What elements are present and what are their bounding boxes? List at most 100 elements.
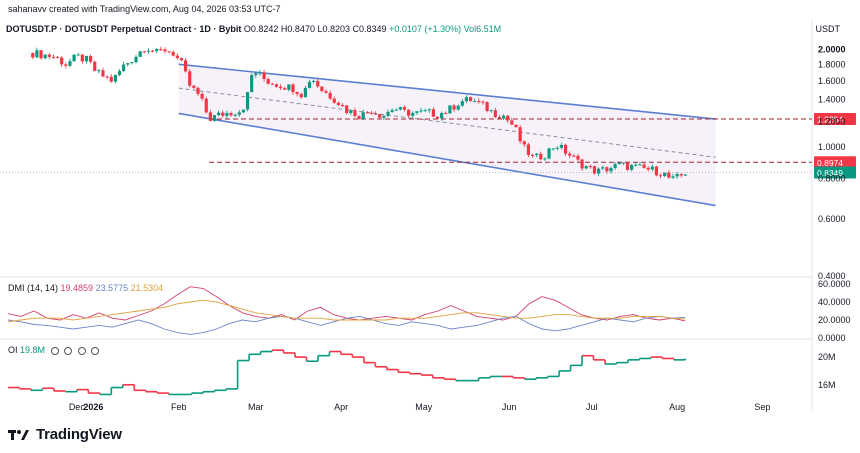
candle-body [225, 113, 229, 116]
oi-tick-label: 20M [818, 352, 836, 362]
candle-body [638, 164, 642, 166]
close-value: C0.8349 [352, 24, 387, 34]
candle-body [76, 54, 80, 56]
candle-body [60, 57, 64, 65]
candle-body [332, 98, 336, 103]
candle-body [563, 144, 568, 154]
candle-body [39, 50, 43, 59]
dmi-title[interactable]: DMI (14, 14) [8, 283, 59, 293]
oi-tick-label: 16M [818, 380, 836, 390]
oi-title[interactable]: OI [8, 345, 18, 355]
candle-body [481, 101, 485, 103]
candle-body [568, 153, 572, 156]
candle-body [278, 86, 283, 89]
candle-body [204, 98, 208, 113]
candle-body [117, 71, 122, 75]
candle-body [345, 105, 349, 114]
volume-value: Vol6.51M [463, 24, 502, 34]
price-tick-label: 2.0000 [818, 45, 846, 55]
candle-body [188, 71, 192, 86]
candle-body [654, 166, 659, 176]
axes: 2.0000 1.8000 1.6000 1.4000 1.2000 1.0000 0.80… [69, 45, 851, 412]
candle-body [547, 148, 551, 159]
indicator-settings-icon[interactable] [64, 346, 73, 355]
candle-body [130, 62, 134, 64]
candle-body [485, 102, 489, 112]
time-tick-label: Apr [334, 402, 348, 412]
candle-body [97, 70, 101, 72]
candle-body [126, 63, 130, 65]
indicator-visibility-icon[interactable] [50, 346, 59, 355]
candle-body [617, 162, 621, 164]
indicator-more-icon[interactable] [91, 346, 100, 355]
candle-body [150, 50, 155, 52]
candle-body [382, 115, 386, 118]
candle-body [208, 112, 212, 121]
price-tick-label: 0.6000 [818, 214, 846, 224]
high-value: H0.8470 [280, 24, 315, 34]
candle-body [394, 109, 398, 111]
candle-body [473, 101, 477, 103]
symbol-title[interactable]: DOTUSDT.P · DOTUSDT Perpetual Contract ·… [6, 24, 242, 34]
candle-body [353, 110, 357, 117]
candle-body [468, 97, 473, 102]
candle-body [584, 166, 588, 169]
candle-body [415, 111, 419, 113]
candle-body [539, 153, 543, 160]
candle-body [31, 53, 35, 58]
currency-label: USDT [815, 24, 841, 34]
dmi-adx-value: 21.5304 [130, 283, 164, 293]
price-label: 0.8974 [817, 158, 843, 168]
indicator-remove-icon[interactable] [77, 346, 86, 355]
tradingview-logo-icon [8, 429, 29, 440]
candle-body [378, 114, 382, 118]
candle-body [514, 124, 518, 128]
candle-body [440, 112, 444, 119]
candle-body [679, 174, 683, 176]
candle-body [551, 148, 555, 150]
candle-body [101, 70, 105, 77]
candle-body [217, 112, 221, 116]
candle-body [456, 105, 460, 110]
candle-body [89, 55, 93, 62]
candle-body [646, 167, 650, 170]
footer-brand: TradingView [8, 426, 122, 443]
brand-name[interactable]: TradingView [36, 426, 122, 443]
candle-body [200, 93, 204, 99]
candle-body [84, 55, 89, 62]
candle-body [576, 155, 580, 160]
candle-body [336, 102, 341, 105]
candle-body [671, 176, 675, 178]
candle-body [159, 49, 163, 51]
price-label: 0.8349 [817, 168, 843, 178]
candle-body [555, 147, 559, 149]
candle-body [320, 86, 324, 92]
candle-body [192, 85, 196, 88]
oi-legend: OI 19.8M [8, 345, 100, 355]
candle-body [419, 110, 423, 112]
candle-body [621, 162, 625, 164]
candle-body [493, 110, 497, 118]
candle-body [625, 162, 630, 170]
candle-body [68, 61, 72, 66]
candle-body [357, 116, 361, 120]
candle-body [307, 81, 312, 88]
candle-body [597, 168, 601, 174]
candle-body [464, 97, 469, 102]
candle-body [295, 92, 299, 94]
time-tick-label: Mar [248, 402, 264, 412]
candle-body [80, 54, 84, 62]
candle-body [526, 144, 530, 155]
dmi-series-line [7, 299, 686, 323]
candle-body [241, 109, 246, 113]
candle-body [683, 174, 687, 176]
candle-body [613, 163, 617, 168]
candle-body [109, 76, 113, 82]
price-label-bg [814, 166, 856, 179]
price-tick-label: 1.6000 [818, 76, 846, 86]
channel-fill [178, 64, 716, 206]
dmi-legend: DMI (14, 14) 19.4859 23.5775 21.5304 [8, 283, 163, 293]
candle-body [167, 51, 171, 53]
candle-body [270, 83, 274, 85]
candle-body [283, 88, 287, 90]
